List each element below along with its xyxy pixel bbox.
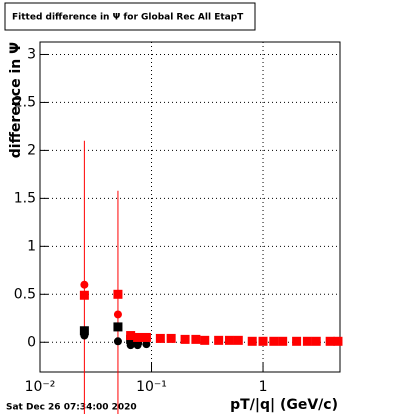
y-tick-label: 2 [27,142,36,158]
marker [258,336,268,346]
marker [325,336,335,346]
marker [224,335,234,345]
y-axis-label: difference in Ψ [8,42,24,158]
marker [180,334,190,344]
title-box [4,2,256,31]
marker [126,331,136,341]
marker [214,335,224,345]
marker [80,280,89,289]
y-tick-label: 2.5 [14,94,36,110]
y-tick-label: 1.5 [14,190,36,206]
marker [79,326,89,336]
marker [292,336,302,346]
marker [113,322,123,332]
marker [166,333,176,343]
marker [278,336,288,346]
marker [142,340,151,349]
x-axis-label: pT/|q| (GeV/c) [230,397,338,413]
marker [113,289,123,299]
marker [80,331,89,340]
y-tick-label: 1 [27,238,36,254]
marker [269,336,279,346]
marker [141,332,151,342]
chart-title: Fitted difference in Ψ for Global Rec Al… [12,13,244,23]
marker [133,332,143,342]
marker [79,290,89,300]
marker [191,334,201,344]
marker [113,337,122,346]
marker [333,336,343,346]
marker [155,333,165,343]
marker [126,341,135,350]
marker [311,336,321,346]
y-tick-label: 0 [27,334,36,350]
marker [133,341,142,350]
marker [233,335,243,345]
y-tick-label: 3 [27,46,36,62]
marker [113,310,122,319]
x-tick-label: 1 [259,379,268,395]
marker [200,335,210,345]
x-tick-label: 10⁻¹ [136,379,167,395]
y-tick-label: 0.5 [14,286,36,302]
plot-frame [39,41,341,373]
x-tick-label: 10⁻² [25,379,56,395]
marker [302,336,312,346]
footer: Sat Dec 26 07:34:00 2020 [6,403,137,413]
marker [247,336,257,346]
